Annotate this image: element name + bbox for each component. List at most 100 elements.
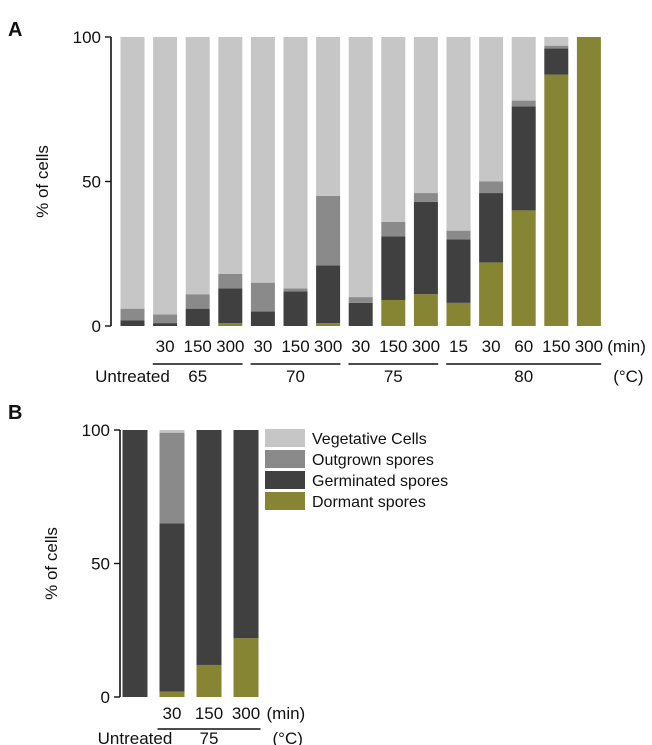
panel-a-bar-vegetative-cells-0: [120, 37, 145, 309]
panel-a-bar-dormant-spores-14: [576, 37, 601, 326]
panel-a-bar-germinated-spores-2: [185, 308, 210, 326]
panel-a-bar-outgrown-spores-8: [381, 221, 406, 237]
panel-a-bar-dormant-spores-8: [381, 299, 406, 326]
panel-a-bar-germinated-spores-3: [218, 288, 243, 324]
panel-a-bar-outgrown-spores-0: [120, 308, 145, 321]
panel-a-bar-outgrown-spores-3: [218, 273, 243, 289]
panel-a-bar-dormant-spores-9: [413, 294, 438, 326]
panel-b-bar-dormant-spores-2: [196, 664, 222, 697]
panel-a-category-label-12: 60: [514, 337, 533, 356]
panel-a-bar-outgrown-spores-12: [511, 100, 536, 107]
panel-a-bar-germinated-spores-6: [316, 265, 341, 324]
panel-a-bar-vegetative-cells-12: [511, 37, 536, 101]
chart-b: 0 50 100 % of cells 30 150 300 (min) 75 Untreated…: [42, 421, 305, 745]
panel-a-bar-vegetative-cells-8: [381, 37, 406, 222]
panel-b-category-label-2: 150: [195, 704, 223, 723]
panel-a-y-axis-title: % of cells: [33, 145, 52, 218]
panel-a-bar-outgrown-spores-1: [153, 314, 178, 324]
panel-a-bar-germinated-spores-8: [381, 236, 406, 300]
panel-b-y-axis-title: % of cells: [42, 527, 61, 600]
panel-a-y-tick-label-50: 50: [82, 173, 101, 192]
panel-a-bar-outgrown-spores-9: [413, 193, 438, 202]
panel-a-group-label-65: 65: [188, 367, 207, 386]
panel-a-y-tick-label-0: 0: [92, 317, 101, 336]
panel-a-bar-germinated-spores-10: [446, 239, 471, 303]
panel-a-category-label-4: 30: [253, 337, 272, 356]
panel-a-bar-vegetative-cells-3: [218, 37, 243, 274]
panel-a-y-tick-label-100: 100: [73, 28, 101, 47]
panel-a-temp-unit-label: (°C): [613, 367, 643, 386]
panel-b-y-tick-label-0: 0: [101, 688, 110, 707]
panel-b-category-label-3: 300: [232, 704, 260, 723]
panel-a-bar-germinated-spores-0: [120, 320, 145, 326]
panel-b-bar-germinated-spores-0: [122, 430, 148, 697]
panel-a-category-label-7: 30: [351, 337, 370, 356]
panel-a-group-label-75: 75: [384, 367, 403, 386]
panel-a-bar-vegetative-cells-1: [153, 37, 178, 315]
panel-b-bar-dormant-spores-1: [159, 691, 185, 697]
panel-label-b: B: [8, 402, 22, 424]
panel-a-bar-germinated-spores-13: [544, 48, 569, 75]
panel-a-category-label-3: 300: [216, 337, 244, 356]
panel-a-bar-germinated-spores-7: [348, 302, 373, 326]
legend-label-dormant-spores: Dormant spores: [312, 494, 426, 511]
panel-b-group-label-75: 75: [200, 729, 219, 745]
legend-swatch-vegetative-cells: [265, 429, 305, 447]
panel-a-bar-vegetative-cells-5: [283, 37, 308, 289]
panel-a-bar-dormant-spores-6: [316, 323, 341, 326]
panel-a-category-label-14: 300: [575, 337, 603, 356]
legend-swatch-germinated-spores: [265, 471, 305, 489]
panel-b-bar-vegetative-cells-1: [159, 430, 185, 433]
panel-a-untreated-label: Untreated: [95, 367, 170, 386]
panel-a-bar-vegetative-cells-10: [446, 37, 471, 231]
panel-b-bar-germinated-spores-1: [159, 523, 185, 692]
panel-a-bar-outgrown-spores-5: [283, 288, 308, 292]
panel-a-bar-outgrown-spores-13: [544, 45, 569, 49]
panel-b-untreated-label: Untreated: [98, 729, 173, 745]
panel-a-category-label-10: 15: [449, 337, 468, 356]
panel-b-bar-germinated-spores-2: [196, 430, 222, 665]
panel-a-category-label-11: 30: [482, 337, 501, 356]
panel-b-bar-germinated-spores-3: [233, 430, 259, 639]
panel-a-bar-vegetative-cells-11: [479, 37, 504, 182]
panel-a-bar-dormant-spores-11: [479, 262, 504, 326]
legend-swatch-dormant-spores: [265, 492, 305, 510]
panel-a-bar-outgrown-spores-7: [348, 297, 373, 303]
panel-a-category-label-5: 150: [281, 337, 309, 356]
panel-a-bar-vegetative-cells-13: [544, 37, 569, 46]
panel-a-bar-outgrown-spores-10: [446, 230, 471, 240]
panel-a-bar-outgrown-spores-2: [185, 294, 210, 309]
legend-label-outgrown-spores: Outgrown spores: [312, 452, 434, 469]
panel-a-category-label-9: 300: [412, 337, 440, 356]
panel-label-a: A: [8, 19, 22, 41]
panel-b-y-tick-label-50: 50: [91, 555, 110, 574]
panel-a-bar-outgrown-spores-4: [250, 282, 275, 312]
panel-a-bar-outgrown-spores-6: [316, 195, 341, 266]
panel-a-time-unit-label: (min): [607, 337, 646, 356]
panel-a-bar-germinated-spores-4: [250, 311, 275, 326]
legend-label-vegetative-cells: Vegetative Cells: [312, 431, 427, 448]
panel-a-bar-dormant-spores-3: [218, 323, 243, 326]
panel-a-bar-germinated-spores-1: [153, 323, 178, 326]
legend-label-germinated-spores: Germinated spores: [312, 473, 448, 490]
panel-a-bar-outgrown-spores-11: [479, 181, 504, 194]
panel-a-bar-dormant-spores-10: [446, 302, 471, 326]
panel-a-bar-vegetative-cells-7: [348, 37, 373, 298]
panel-b-time-unit-label: (min): [267, 704, 306, 723]
panel-a-bar-germinated-spores-9: [413, 201, 438, 295]
panel-b-category-label-1: 30: [163, 704, 182, 723]
panel-a-bar-germinated-spores-12: [511, 106, 536, 211]
legend-swatch-outgrown-spores: [265, 450, 305, 468]
panel-a-bar-germinated-spores-5: [283, 291, 308, 326]
panel-a-category-label-8: 150: [379, 337, 407, 356]
panel-a-category-label-6: 300: [314, 337, 342, 356]
panel-a-group-label-80: 80: [514, 367, 533, 386]
panel-a-bar-vegetative-cells-2: [185, 37, 210, 295]
panel-a-category-label-13: 150: [542, 337, 570, 356]
panel-b-temp-unit-label: (°C): [273, 729, 303, 745]
panel-a-bar-vegetative-cells-9: [413, 37, 438, 194]
panel-a-bar-germinated-spores-11: [479, 193, 504, 263]
chart-a: 0 50 100 % of cells 30 150 300 30 150 300 30 150 300…: [33, 28, 646, 386]
panel-b-bar-dormant-spores-3: [233, 638, 259, 697]
